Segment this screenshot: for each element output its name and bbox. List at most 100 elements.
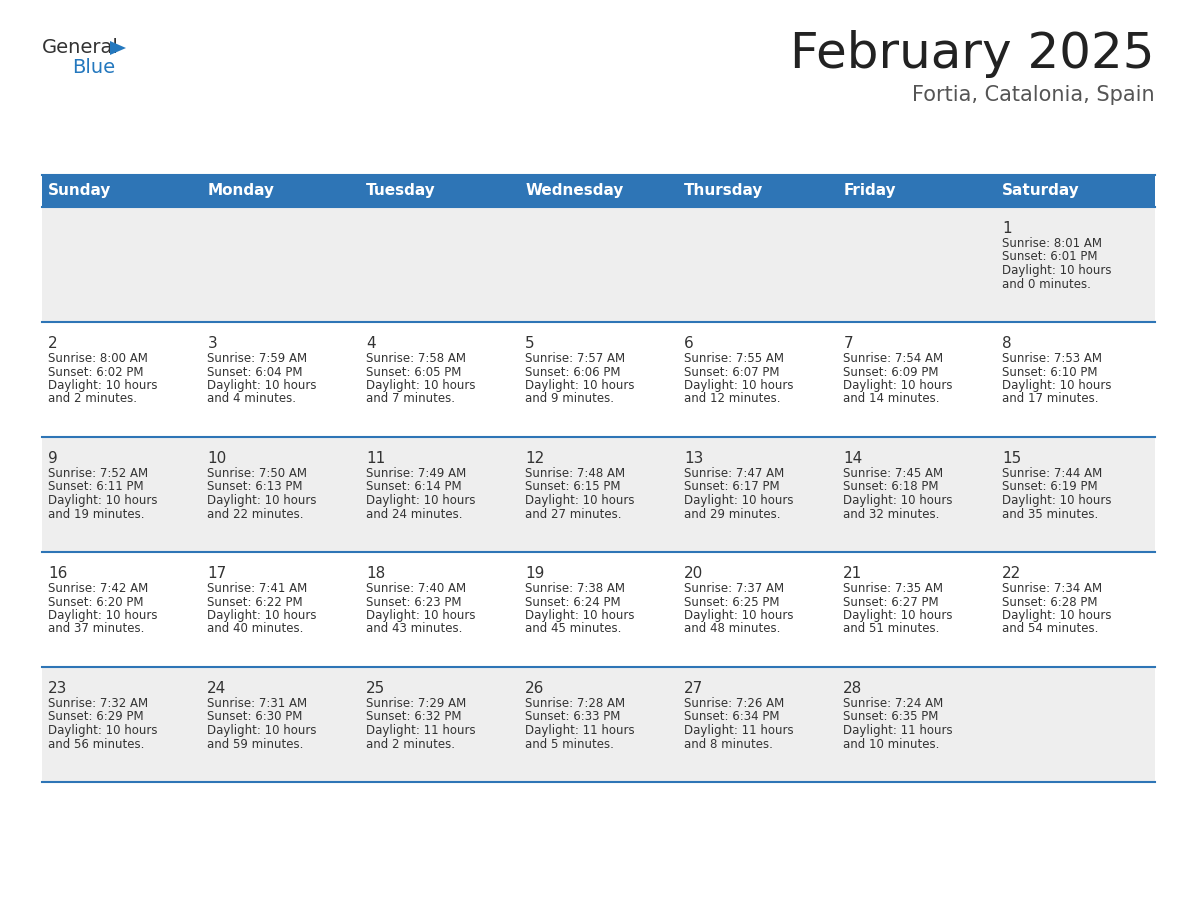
- Text: Sunset: 6:28 PM: Sunset: 6:28 PM: [1003, 596, 1098, 609]
- Text: and 37 minutes.: and 37 minutes.: [49, 622, 145, 635]
- Text: Sunrise: 7:50 AM: Sunrise: 7:50 AM: [208, 467, 308, 480]
- Text: Sunrise: 7:32 AM: Sunrise: 7:32 AM: [49, 697, 148, 710]
- Bar: [42, 552, 1155, 667]
- Bar: [42, 175, 1155, 207]
- Text: Sunset: 6:19 PM: Sunset: 6:19 PM: [1003, 480, 1098, 494]
- Text: 28: 28: [843, 681, 862, 696]
- Text: and 12 minutes.: and 12 minutes.: [684, 393, 781, 406]
- Text: and 51 minutes.: and 51 minutes.: [843, 622, 940, 635]
- Bar: [42, 437, 1155, 552]
- Text: Daylight: 10 hours: Daylight: 10 hours: [525, 379, 634, 392]
- Text: 21: 21: [843, 566, 862, 581]
- Text: Sunrise: 7:47 AM: Sunrise: 7:47 AM: [684, 467, 784, 480]
- Text: Daylight: 11 hours: Daylight: 11 hours: [843, 724, 953, 737]
- Text: Daylight: 10 hours: Daylight: 10 hours: [525, 494, 634, 507]
- Text: Sunset: 6:11 PM: Sunset: 6:11 PM: [49, 480, 144, 494]
- Text: 17: 17: [208, 566, 227, 581]
- Bar: [42, 207, 1155, 322]
- Text: 8: 8: [1003, 336, 1012, 351]
- Text: Sunset: 6:15 PM: Sunset: 6:15 PM: [525, 480, 621, 494]
- Text: Sunrise: 7:40 AM: Sunrise: 7:40 AM: [366, 582, 467, 595]
- Text: Sunset: 6:05 PM: Sunset: 6:05 PM: [366, 365, 462, 378]
- Text: Daylight: 10 hours: Daylight: 10 hours: [49, 724, 158, 737]
- Text: Sunrise: 7:28 AM: Sunrise: 7:28 AM: [525, 697, 626, 710]
- Text: 23: 23: [49, 681, 68, 696]
- Text: 12: 12: [525, 451, 544, 466]
- Text: and 2 minutes.: and 2 minutes.: [366, 737, 455, 751]
- Text: Daylight: 10 hours: Daylight: 10 hours: [843, 609, 953, 622]
- Text: and 40 minutes.: and 40 minutes.: [208, 622, 304, 635]
- Text: and 8 minutes.: and 8 minutes.: [684, 737, 773, 751]
- Text: Daylight: 10 hours: Daylight: 10 hours: [1003, 609, 1112, 622]
- Text: 9: 9: [49, 451, 58, 466]
- Text: and 7 minutes.: and 7 minutes.: [366, 393, 455, 406]
- Text: 15: 15: [1003, 451, 1022, 466]
- Text: Daylight: 10 hours: Daylight: 10 hours: [49, 379, 158, 392]
- Text: Sunrise: 7:37 AM: Sunrise: 7:37 AM: [684, 582, 784, 595]
- Text: 4: 4: [366, 336, 375, 351]
- Text: Sunset: 6:18 PM: Sunset: 6:18 PM: [843, 480, 939, 494]
- Text: Sunset: 6:22 PM: Sunset: 6:22 PM: [208, 596, 303, 609]
- Text: and 19 minutes.: and 19 minutes.: [49, 508, 145, 521]
- Text: 7: 7: [843, 336, 853, 351]
- Text: Sunset: 6:04 PM: Sunset: 6:04 PM: [208, 365, 303, 378]
- Text: Sunrise: 7:55 AM: Sunrise: 7:55 AM: [684, 352, 784, 365]
- Text: Saturday: Saturday: [1003, 184, 1080, 198]
- Text: 26: 26: [525, 681, 545, 696]
- Text: Daylight: 10 hours: Daylight: 10 hours: [684, 379, 794, 392]
- Text: Sunset: 6:32 PM: Sunset: 6:32 PM: [366, 711, 462, 723]
- Text: 5: 5: [525, 336, 535, 351]
- Text: Sunrise: 7:52 AM: Sunrise: 7:52 AM: [49, 467, 148, 480]
- Text: Sunset: 6:24 PM: Sunset: 6:24 PM: [525, 596, 621, 609]
- Text: General: General: [42, 38, 119, 57]
- Text: Sunset: 6:01 PM: Sunset: 6:01 PM: [1003, 251, 1098, 263]
- Text: Daylight: 10 hours: Daylight: 10 hours: [1003, 379, 1112, 392]
- Text: Sunrise: 7:38 AM: Sunrise: 7:38 AM: [525, 582, 625, 595]
- Text: Wednesday: Wednesday: [525, 184, 624, 198]
- Text: Sunset: 6:34 PM: Sunset: 6:34 PM: [684, 711, 779, 723]
- Text: Daylight: 10 hours: Daylight: 10 hours: [208, 724, 317, 737]
- Text: and 48 minutes.: and 48 minutes.: [684, 622, 781, 635]
- Text: and 35 minutes.: and 35 minutes.: [1003, 508, 1099, 521]
- Text: Daylight: 10 hours: Daylight: 10 hours: [208, 609, 317, 622]
- Text: and 0 minutes.: and 0 minutes.: [1003, 277, 1092, 290]
- Text: Daylight: 10 hours: Daylight: 10 hours: [843, 494, 953, 507]
- Text: and 45 minutes.: and 45 minutes.: [525, 622, 621, 635]
- Text: Daylight: 11 hours: Daylight: 11 hours: [684, 724, 794, 737]
- Text: Sunrise: 7:58 AM: Sunrise: 7:58 AM: [366, 352, 467, 365]
- Text: Sunrise: 7:41 AM: Sunrise: 7:41 AM: [208, 582, 308, 595]
- Text: Sunrise: 7:35 AM: Sunrise: 7:35 AM: [843, 582, 943, 595]
- Text: 16: 16: [49, 566, 68, 581]
- Text: Daylight: 10 hours: Daylight: 10 hours: [366, 379, 476, 392]
- Text: Sunrise: 7:26 AM: Sunrise: 7:26 AM: [684, 697, 784, 710]
- Text: 25: 25: [366, 681, 386, 696]
- Text: Daylight: 10 hours: Daylight: 10 hours: [208, 379, 317, 392]
- Text: Sunset: 6:33 PM: Sunset: 6:33 PM: [525, 711, 621, 723]
- Text: Sunrise: 7:59 AM: Sunrise: 7:59 AM: [208, 352, 308, 365]
- Text: Sunset: 6:20 PM: Sunset: 6:20 PM: [49, 596, 144, 609]
- Text: Sunset: 6:07 PM: Sunset: 6:07 PM: [684, 365, 779, 378]
- Text: and 5 minutes.: and 5 minutes.: [525, 737, 614, 751]
- Text: 27: 27: [684, 681, 703, 696]
- Text: Sunrise: 7:48 AM: Sunrise: 7:48 AM: [525, 467, 626, 480]
- Text: Sunrise: 7:31 AM: Sunrise: 7:31 AM: [208, 697, 308, 710]
- Text: 13: 13: [684, 451, 703, 466]
- Text: Sunset: 6:09 PM: Sunset: 6:09 PM: [843, 365, 939, 378]
- Text: and 56 minutes.: and 56 minutes.: [49, 737, 145, 751]
- Text: Sunrise: 8:01 AM: Sunrise: 8:01 AM: [1003, 237, 1102, 250]
- Text: Sunset: 6:14 PM: Sunset: 6:14 PM: [366, 480, 462, 494]
- Text: and 10 minutes.: and 10 minutes.: [843, 737, 940, 751]
- Text: Sunset: 6:25 PM: Sunset: 6:25 PM: [684, 596, 779, 609]
- Text: 14: 14: [843, 451, 862, 466]
- Text: Sunrise: 7:44 AM: Sunrise: 7:44 AM: [1003, 467, 1102, 480]
- Text: and 4 minutes.: and 4 minutes.: [208, 393, 296, 406]
- Text: and 43 minutes.: and 43 minutes.: [366, 622, 463, 635]
- Text: Daylight: 10 hours: Daylight: 10 hours: [208, 494, 317, 507]
- Text: Tuesday: Tuesday: [366, 184, 436, 198]
- Text: Sunday: Sunday: [49, 184, 112, 198]
- Text: and 27 minutes.: and 27 minutes.: [525, 508, 621, 521]
- Text: Sunset: 6:13 PM: Sunset: 6:13 PM: [208, 480, 303, 494]
- Text: Blue: Blue: [72, 58, 115, 77]
- Text: Daylight: 10 hours: Daylight: 10 hours: [1003, 264, 1112, 277]
- Text: Sunset: 6:29 PM: Sunset: 6:29 PM: [49, 711, 144, 723]
